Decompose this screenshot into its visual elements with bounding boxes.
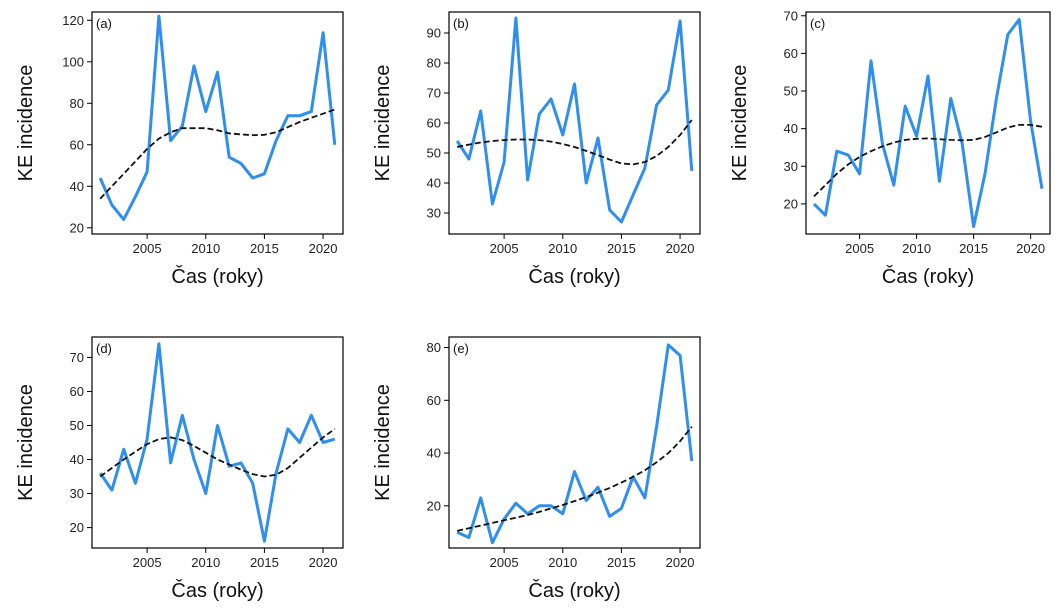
incidence-line (98, 14, 337, 221)
trend-line (99, 108, 336, 200)
y-tick-label: 80 (427, 340, 441, 355)
x-tick-label: 2010 (548, 555, 577, 570)
y-tick-label: 80 (70, 96, 84, 111)
incidence-line (455, 16, 694, 224)
plot-frame (448, 336, 701, 549)
x-tick-label: 2020 (1016, 241, 1045, 256)
y-tick-label: 30 (427, 206, 441, 221)
x-tick-label: 2005 (133, 241, 162, 256)
y-tick-label: 40 (427, 176, 441, 191)
y-tick-label: 70 (70, 350, 84, 365)
y-tick-label: 40 (427, 446, 441, 461)
y-tick-label: 20 (70, 520, 84, 535)
x-tick-label: 2010 (548, 241, 577, 256)
panel-label: (a) (96, 16, 112, 31)
incidence-line (98, 342, 336, 543)
y-axis-label: KE incidence (15, 384, 37, 501)
y-tick-label: 40 (70, 452, 84, 467)
plot-frame (448, 11, 701, 235)
x-tick-label: 2015 (959, 241, 988, 256)
panel-label: (c) (810, 16, 825, 31)
x-tick-label: 2015 (607, 241, 636, 256)
x-axis-label: Čas (roky) (528, 265, 620, 288)
x-tick-label: 2005 (490, 241, 519, 256)
x-tick-label: 2010 (902, 241, 931, 256)
trend-line (457, 119, 693, 166)
x-tick-label: 2020 (309, 241, 338, 256)
x-tick-label: 2010 (191, 241, 220, 256)
x-axis-label: Čas (roky) (171, 265, 263, 288)
y-tick-label: 120 (62, 13, 84, 28)
x-axis-label: Čas (roky) (171, 579, 263, 602)
plot-frame (91, 11, 344, 235)
x-tick-label: 2010 (191, 555, 220, 570)
y-tick-label: 20 (70, 220, 84, 235)
x-tick-label: 2015 (250, 241, 279, 256)
y-tick-label: 60 (70, 384, 84, 399)
y-tick-label: 70 (427, 86, 441, 101)
y-tick-label: 70 (784, 8, 798, 23)
incidence-line (456, 343, 694, 545)
y-tick-label: 30 (70, 486, 84, 501)
plot-frame (805, 11, 1051, 235)
y-axis-label: KE incidence (729, 65, 751, 182)
x-tick-label: 2005 (490, 555, 519, 570)
y-tick-label: 40 (70, 179, 84, 194)
y-tick-label: 30 (784, 159, 798, 174)
y-tick-label: 50 (70, 418, 84, 433)
trend-line (99, 428, 336, 478)
trend-line (813, 124, 1043, 198)
y-tick-label: 90 (427, 26, 441, 41)
x-tick-label: 2020 (666, 241, 695, 256)
y-tick-label: 60 (427, 116, 441, 131)
y-tick-label: 60 (70, 137, 84, 152)
x-axis-label: Čas (roky) (528, 579, 620, 602)
x-tick-label: 2015 (250, 555, 279, 570)
panel-label: (e) (453, 341, 469, 356)
plot-frame (91, 336, 344, 549)
panel-label: (d) (96, 341, 112, 356)
y-tick-label: 60 (784, 46, 798, 61)
y-tick-label: 50 (784, 84, 798, 99)
y-axis-label: KE incidence (372, 384, 394, 501)
x-tick-label: 2020 (666, 555, 695, 570)
x-tick-label: 2005 (845, 241, 874, 256)
y-axis-label: KE incidence (15, 65, 37, 182)
y-tick-label: 60 (427, 393, 441, 408)
x-axis-label: Čas (roky) (882, 265, 974, 288)
x-tick-label: 2020 (309, 555, 338, 570)
x-tick-label: 2005 (133, 555, 162, 570)
incidence-line (812, 18, 1044, 228)
y-tick-label: 40 (784, 121, 798, 136)
x-tick-label: 2015 (607, 555, 636, 570)
y-tick-label: 20 (427, 498, 441, 513)
panel-label: (b) (453, 16, 469, 31)
y-tick-label: 80 (427, 56, 441, 71)
trend-line (456, 426, 693, 532)
y-tick-label: 100 (62, 54, 84, 69)
y-tick-label: 20 (784, 196, 798, 211)
y-tick-label: 50 (427, 146, 441, 161)
y-axis-label: KE incidence (372, 65, 394, 182)
chart-panel-b: 2005 2010 2015 2020 30 40 50 60 70 80 90 (b) Čas (ro… (372, 11, 701, 288)
